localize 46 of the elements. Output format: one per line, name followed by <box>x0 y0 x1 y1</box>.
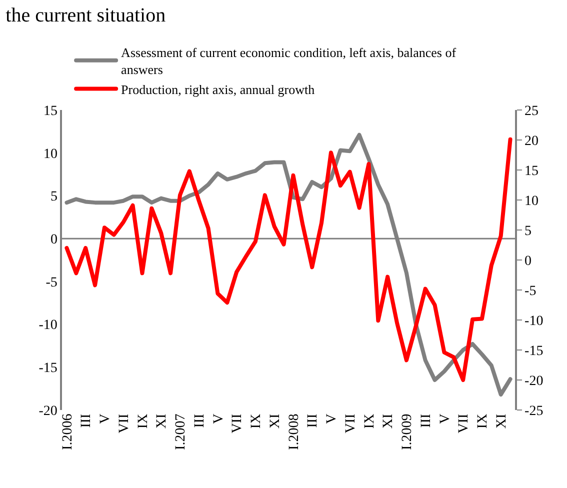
y2-tick-label: -10 <box>524 314 544 329</box>
y-tick-label: -5 <box>46 275 58 290</box>
y2-tick-label: -25 <box>524 404 544 419</box>
x-tick-label: IX <box>362 414 378 429</box>
y2-tick-label: -5 <box>524 284 536 299</box>
y-tick-label: -15 <box>38 361 58 376</box>
y-tick-label: -20 <box>38 404 58 419</box>
legend-label: Production, right axis, annual growth <box>121 82 316 97</box>
x-tick-label: IX <box>136 414 151 429</box>
x-tick-label: XI <box>381 413 396 429</box>
y2-tick-label: 25 <box>524 104 539 119</box>
x-tick-label: VII <box>343 413 358 434</box>
x-tick-label: III <box>192 413 208 428</box>
y-tick-label: 15 <box>43 104 58 119</box>
y2-tick-label: 5 <box>524 224 532 239</box>
x-tick-label: XI <box>154 413 170 429</box>
y-tick-label: 0 <box>50 232 58 248</box>
x-tick-label: I.2008 <box>286 414 302 450</box>
chart-title: the current situation <box>6 4 166 26</box>
y2-tick-label: 10 <box>524 194 539 209</box>
x-tick-label: III <box>418 413 434 428</box>
x-tick-label: VII <box>230 413 246 434</box>
y-tick-label: -10 <box>38 318 58 334</box>
x-tick-label: I.2006 <box>60 414 76 450</box>
y2-tick-label: 20 <box>524 134 539 149</box>
y2-tick-label: -15 <box>524 344 544 359</box>
x-tick-label: IX <box>476 414 491 429</box>
legend-label: Assessment of current economic condition, left axis, balances of answers <box>121 45 457 77</box>
x-tick-label: I.2009 <box>400 414 416 450</box>
x-tick-label: IX <box>249 414 264 429</box>
x-tick-label: I.2007 <box>174 414 189 450</box>
y-tick-label: 10 <box>43 146 58 162</box>
x-tick-label: VII <box>116 413 132 434</box>
y-tick-label: 5 <box>50 190 58 205</box>
x-tick-label: XI <box>494 413 510 429</box>
x-tick-label: VII <box>456 413 472 434</box>
x-tick-label: V <box>438 414 453 424</box>
x-tick-label: V <box>324 414 340 424</box>
x-tick-label: V <box>98 414 114 424</box>
x-tick-label: XI <box>268 413 283 429</box>
x-tick-label: III <box>79 413 94 428</box>
y2-tick-label: 15 <box>524 164 539 179</box>
x-tick-label: V <box>211 414 226 424</box>
y2-tick-label: 0 <box>524 254 532 269</box>
y2-tick-label: -20 <box>524 374 544 389</box>
x-tick-label: III <box>306 413 321 428</box>
